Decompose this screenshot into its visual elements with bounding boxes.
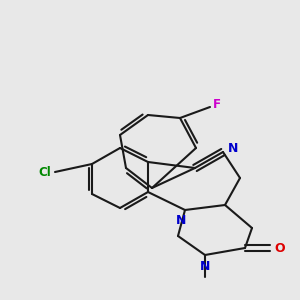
Text: F: F [213,98,221,112]
Text: N: N [228,142,238,154]
Text: N: N [200,260,210,273]
Text: Cl: Cl [38,166,51,178]
Text: O: O [274,242,285,254]
Text: N: N [176,214,186,227]
